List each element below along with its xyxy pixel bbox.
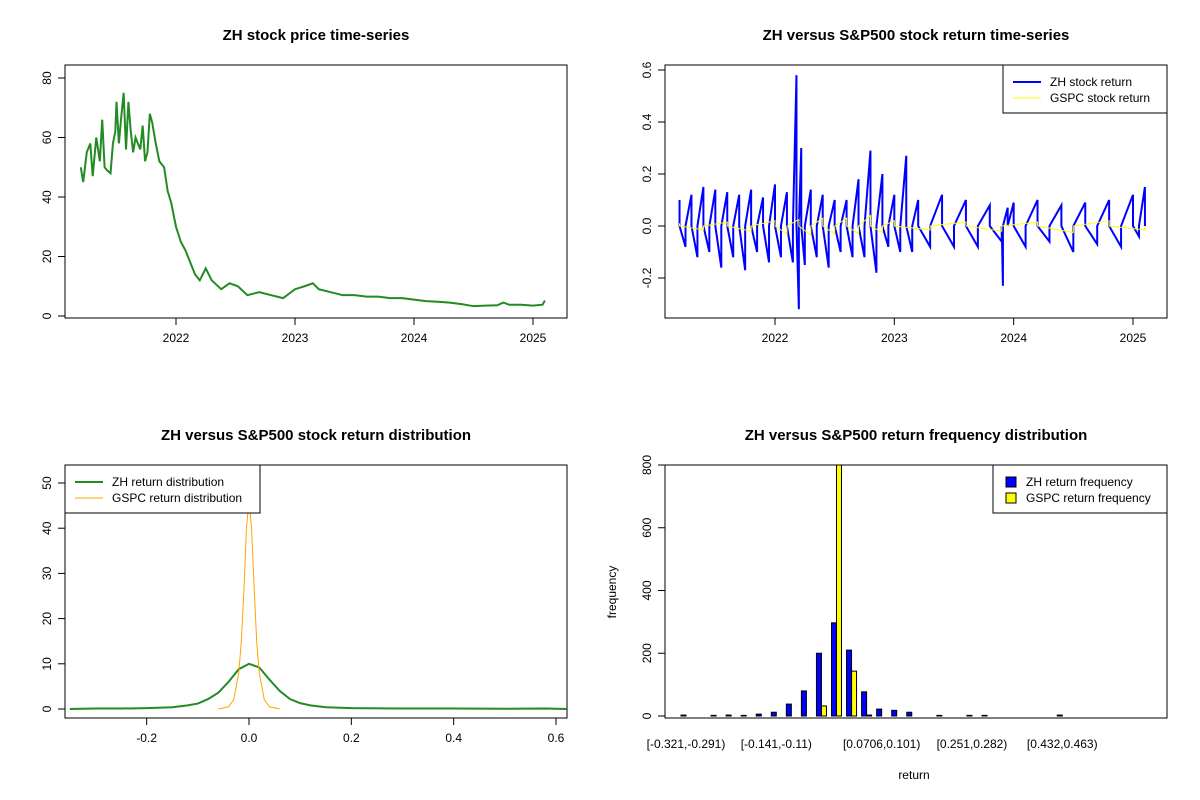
panel4-bar-zh: [861, 691, 868, 717]
panel4-bar-gspc: [866, 714, 873, 717]
legend-label: ZH stock return: [1050, 75, 1132, 89]
panel4-title: ZH versus S&P500 return frequency distri…: [745, 427, 1088, 444]
panel4-ytick-label: 400: [640, 580, 654, 600]
legend-label: GSPC stock return: [1050, 91, 1150, 105]
panel1-xtick-label: 2024: [401, 331, 428, 345]
panel2-ytick-label: -0.2: [640, 267, 654, 288]
panel3-ytick-label: 20: [40, 612, 54, 626]
panel4-bar-zh: [891, 709, 898, 717]
panel4-ytick-label: 200: [640, 643, 654, 663]
legend-label: ZH return distribution: [112, 475, 224, 489]
panel4-bar-zh: [725, 714, 732, 717]
panel2-legend-box: [1002, 64, 1168, 114]
panel4-plot-box: [664, 464, 1168, 719]
panel3-xtick-label: 0.0: [241, 731, 258, 745]
panel1-xtick-label: 2022: [163, 331, 190, 345]
panel2-series-gspc-line: [679, 214, 1146, 237]
panel1-xtick-label: 2025: [520, 331, 547, 345]
panel1-title: ZH stock price time-series: [223, 27, 410, 44]
panel4-bar-zh: [906, 711, 913, 717]
panel4-ytick-label: 800: [640, 455, 654, 475]
panel4-bar-gspc: [851, 670, 858, 717]
panel4-legend-box: [992, 464, 1168, 514]
panel4-bar-zh: [936, 714, 943, 717]
panel2-xtick-label: 2023: [881, 331, 908, 345]
panel4-bar-zh: [1056, 714, 1063, 717]
panel2-title: ZH versus S&P500 stock return time-serie…: [763, 27, 1070, 44]
panel3-ytick-label: 50: [40, 476, 54, 490]
legend-label: GSPC return frequency: [1026, 491, 1151, 505]
panel4-bar-zh: [981, 714, 988, 717]
panel4-xtick-label: [0.432,0.463): [1027, 737, 1098, 751]
panel1-ytick-label: 40: [40, 190, 54, 204]
panel4-bar-zh: [815, 652, 822, 717]
panel3-plot-box: [64, 464, 568, 719]
panel1-xtick-label: 2023: [282, 331, 309, 345]
panel1-ytick-label: 60: [40, 131, 54, 145]
panel4-bar-gspc: [820, 705, 827, 717]
panel2-xtick-label: 2025: [1120, 331, 1147, 345]
panel2-ytick-label: 0.6: [640, 61, 654, 78]
panel4-xtick-label: [-0.321,-0.291): [647, 737, 726, 751]
panel3-xtick-label: 0.2: [343, 731, 360, 745]
panel3-ytick-label: 30: [40, 566, 54, 580]
panel3-legend-box: [64, 464, 261, 514]
panel3-ytick-label: 0: [40, 705, 54, 712]
panel4-bar-zh: [740, 714, 747, 717]
panel4-ytick-label: 0: [640, 712, 654, 719]
panel3-density-zh: [69, 662, 567, 710]
panel4-bar-zh: [876, 708, 883, 717]
panel4-bar-zh: [800, 690, 807, 717]
legend-swatch: [1005, 492, 1017, 504]
panel3-xtick-label: 0.4: [445, 731, 462, 745]
panel4-bar-zh: [966, 714, 973, 717]
panel4-ylabel: frequency: [605, 566, 619, 619]
panel1-ytick-label: 0: [40, 312, 54, 319]
panel4-bar-zh: [755, 713, 762, 717]
panel4-bar-zh: [785, 703, 792, 717]
panel2-ytick-label: 0.2: [640, 165, 654, 182]
panel4-bar-zh: [831, 622, 837, 717]
panel4-xtick-label: [-0.141,-0.11): [741, 737, 812, 751]
panel3-xtick-label: -0.2: [136, 731, 157, 745]
panel2-plot-box: [664, 64, 1168, 319]
panel3-density-gspc: [218, 501, 280, 710]
panel4-ytick-label: 600: [640, 517, 654, 537]
panel1-ytick-label: 20: [40, 250, 54, 264]
panel4-bar-zh: [680, 714, 687, 717]
legend-swatch: [1005, 476, 1017, 488]
panel2-ytick-label: 0.4: [640, 113, 654, 130]
panel4-bar-zh: [846, 649, 853, 717]
panel1-ytick-label: 80: [40, 71, 54, 85]
panel4-bar-zh: [710, 714, 717, 717]
panel3-title: ZH versus S&P500 stock return distributi…: [161, 427, 471, 444]
panel1-price-line: [79, 92, 546, 308]
legend-label: ZH return frequency: [1026, 475, 1133, 489]
legend-label: GSPC return distribution: [112, 491, 242, 505]
panel3-ytick-label: 10: [40, 657, 54, 671]
panel4-bar-gspc: [836, 464, 842, 717]
panel2-series-zh-line: [678, 75, 1146, 310]
panel4-xtick-label: [0.0706,0.101): [843, 737, 920, 751]
panel2-xtick-label: 2022: [762, 331, 789, 345]
panel4-xlabel: return: [898, 768, 929, 782]
panel3-ytick-label: 40: [40, 521, 54, 535]
panel1-plot-box: [64, 64, 568, 319]
panel3-xtick-label: 0.6: [548, 731, 565, 745]
panel4-xtick-label: [0.251,0.282): [937, 737, 1008, 751]
panel2-ytick-label: 0.0: [640, 217, 654, 234]
panel4-bar-zh: [770, 711, 777, 717]
panel2-xtick-label: 2024: [1000, 331, 1027, 345]
